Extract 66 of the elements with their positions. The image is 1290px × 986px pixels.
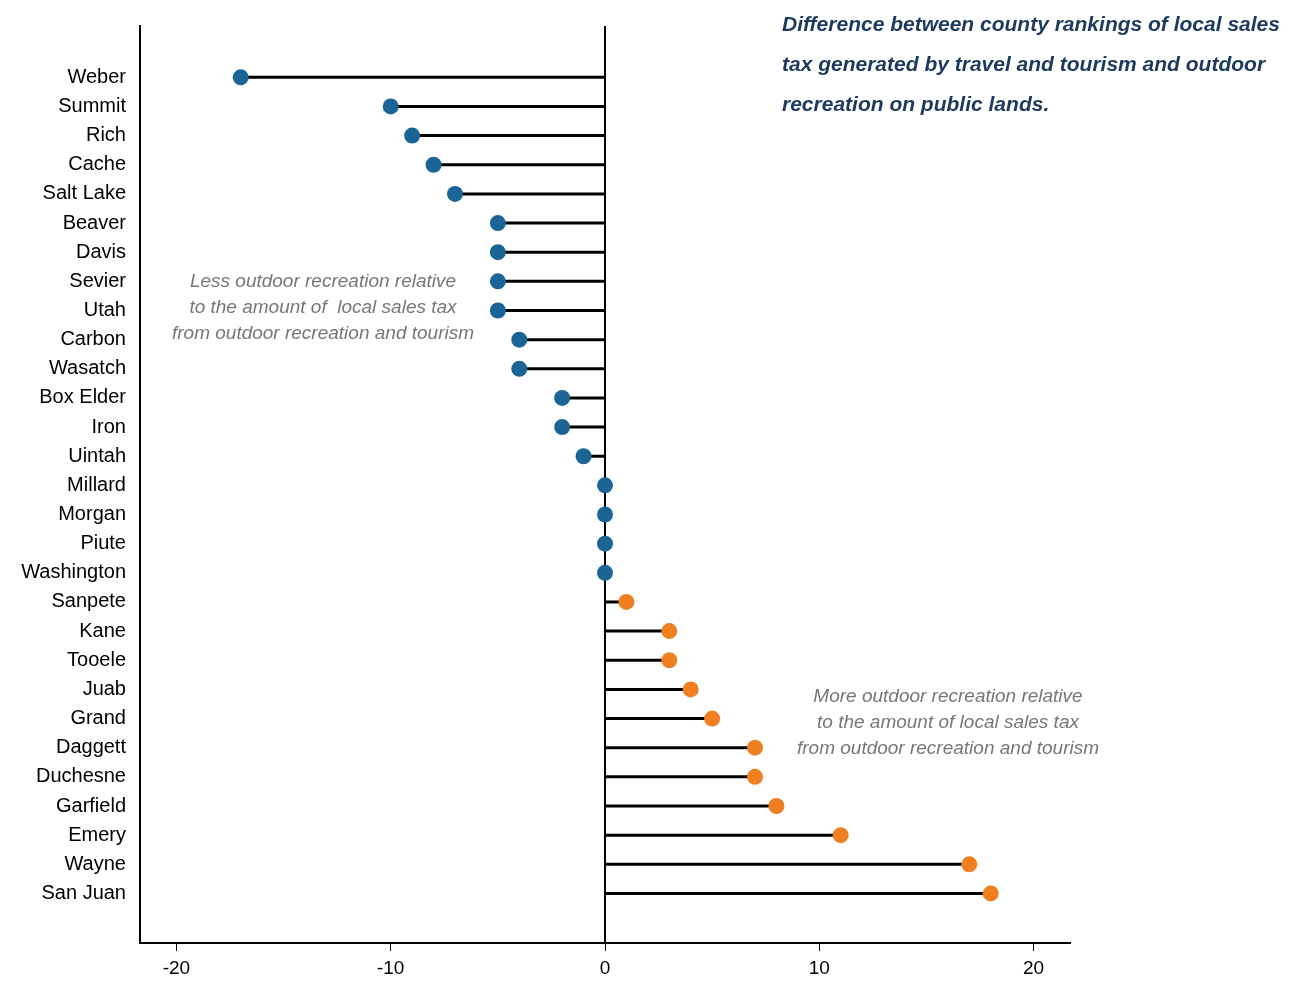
point — [832, 827, 849, 844]
y-tick-label: Emery — [68, 822, 126, 845]
point — [618, 593, 635, 610]
y-tick-label: Sanpete — [51, 589, 126, 612]
y-tick-label: Garfield — [55, 793, 126, 816]
point — [511, 331, 528, 348]
y-tick-label: Salt Lake — [42, 181, 126, 204]
y-tick-label: Uintah — [68, 443, 126, 466]
y-tick-label: Wasatch — [48, 356, 126, 379]
point — [554, 389, 571, 406]
point — [489, 215, 506, 232]
y-tick-label: Morgan — [58, 502, 126, 525]
point — [554, 419, 571, 436]
y-tick-label: Davis — [75, 239, 126, 262]
y-tick-label: Iron — [91, 414, 126, 437]
point — [982, 885, 999, 902]
x-tick-label: -10 — [376, 956, 405, 978]
y-tick-label: Sevier — [69, 268, 127, 291]
y-tick-label: San Juan — [41, 880, 126, 903]
y-tick-label: Weber — [67, 64, 127, 87]
point — [382, 98, 399, 115]
point — [661, 623, 678, 640]
chart-title: Difference between county rankings of local sales tax generated by travel and tourism and outdoor recreation on public lands. — [782, 11, 1281, 117]
y-tick-label: Daggett — [55, 735, 127, 758]
point — [597, 506, 613, 523]
point — [682, 681, 699, 698]
y-tick-label: Box Elder — [39, 385, 127, 408]
y-tick-label: Kane — [79, 618, 126, 641]
y-tick-label: Duchesne — [35, 764, 126, 787]
point — [489, 244, 506, 261]
x-tick-label: -20 — [162, 956, 191, 978]
y-tick-label: Carbon — [60, 327, 126, 350]
point — [768, 798, 785, 814]
point — [747, 739, 763, 756]
y-tick-label: Rich — [85, 123, 126, 146]
point — [597, 477, 613, 494]
annotation: More outdoor recreation relative to the amount of local sales tax from outdoor recreation and tourism — [796, 684, 1100, 760]
point — [447, 185, 463, 202]
x-tick-label: 0 — [599, 956, 611, 978]
point — [747, 768, 763, 785]
y-tick-label: Summit — [58, 93, 127, 116]
point — [404, 127, 421, 144]
y-tick-label: Tooele — [67, 647, 126, 670]
y-tick-label: Washington — [21, 560, 126, 583]
point — [704, 710, 721, 727]
y-tick-label: Cache — [68, 152, 126, 175]
point — [489, 273, 506, 290]
y-tick-label: Beaver — [62, 210, 127, 233]
y-tick-label: Piute — [80, 531, 126, 554]
point — [661, 652, 678, 669]
point — [961, 856, 978, 873]
y-tick-label: Juab — [82, 676, 126, 699]
point — [575, 448, 592, 465]
point — [597, 564, 613, 581]
y-tick-label: Grand — [70, 706, 126, 729]
y-tick-label: Wayne — [64, 851, 126, 874]
point — [232, 69, 249, 86]
annotation: Less outdoor recreation relative to the amount of local sales tax from outdoor recreation and tourism — [171, 269, 475, 345]
x-tick-label: 20 — [1023, 956, 1045, 978]
x-tick-label: 10 — [808, 956, 830, 978]
point — [511, 360, 528, 377]
point — [489, 302, 506, 319]
y-tick-label: Utah — [83, 298, 126, 320]
point — [597, 535, 613, 552]
y-tick-label: Millard — [67, 472, 126, 495]
point — [425, 156, 442, 173]
